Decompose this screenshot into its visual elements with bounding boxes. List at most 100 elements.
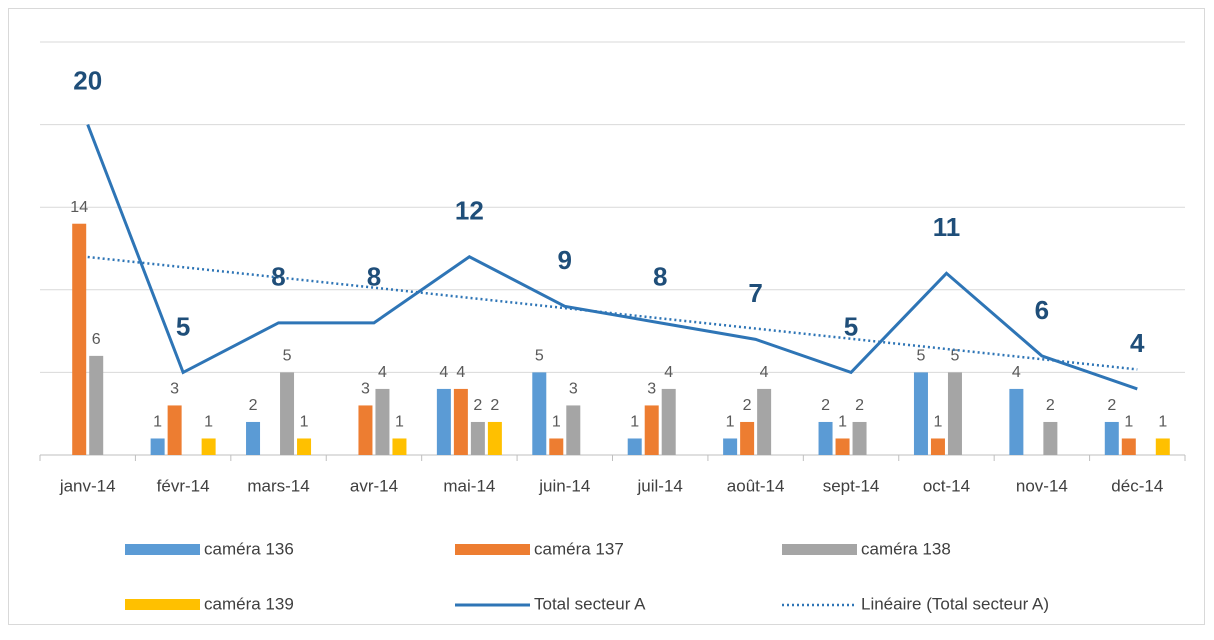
legend-swatch <box>125 544 200 555</box>
bar <box>72 223 87 455</box>
bar <box>549 438 564 455</box>
x-tick-label: avr-14 <box>350 476 398 495</box>
bar <box>1121 438 1136 455</box>
bar <box>947 372 962 455</box>
line-value-label: 4 <box>1130 328 1145 358</box>
trend-line <box>87 255 1138 371</box>
bar <box>723 438 738 455</box>
x-tick-label: janv-14 <box>59 476 116 495</box>
bar <box>852 421 867 455</box>
line-value-label: 7 <box>748 278 762 308</box>
x-tick-label: déc-14 <box>1111 476 1163 495</box>
bar-value-label: 6 <box>92 331 101 348</box>
bar-value-label: 1 <box>1158 414 1167 431</box>
bar <box>818 421 833 455</box>
bar-value-label: 5 <box>951 348 960 365</box>
bar-value-label: 4 <box>378 364 387 381</box>
x-tick-label: nov-14 <box>1016 476 1068 495</box>
x-tick-label: mai-14 <box>443 476 495 495</box>
bar-value-label: 1 <box>552 414 561 431</box>
bar-value-label: 1 <box>204 414 213 431</box>
bar-value-label: 2 <box>743 397 752 414</box>
bar-value-label: 1 <box>300 414 309 431</box>
legend-label: Linéaire (Total secteur A) <box>861 594 1049 613</box>
chart-border <box>8 8 1205 625</box>
bar <box>487 421 502 455</box>
bar-value-label: 1 <box>630 414 639 431</box>
bar-value-label: 1 <box>153 414 162 431</box>
bar <box>201 438 216 455</box>
bar <box>246 421 261 455</box>
bar-value-label: 2 <box>473 397 482 414</box>
bar-value-label: 1 <box>838 414 847 431</box>
bar-value-label: 1 <box>726 414 735 431</box>
line-value-label: 9 <box>558 245 572 275</box>
line-value-label: 5 <box>176 311 190 341</box>
legend-swatch <box>455 544 530 555</box>
bar <box>532 372 547 455</box>
bar <box>375 388 390 455</box>
x-tick-label: oct-14 <box>923 476 970 495</box>
bar-value-label: 2 <box>249 397 258 414</box>
bar-value-label: 4 <box>664 364 673 381</box>
bar-value-label: 3 <box>569 381 578 398</box>
bar <box>358 405 373 455</box>
bar <box>627 438 642 455</box>
bar <box>150 438 165 455</box>
line-value-label: 20 <box>73 65 102 95</box>
bar <box>913 372 928 455</box>
bar <box>470 421 485 455</box>
bar <box>1009 388 1024 455</box>
x-tick-label: sept-14 <box>823 476 880 495</box>
line-value-label: 12 <box>455 196 484 226</box>
x-tick-label: juin-14 <box>538 476 590 495</box>
bar <box>392 438 407 455</box>
x-tick-label: mars-14 <box>247 476 309 495</box>
bar <box>566 405 581 455</box>
bar-value-label: 2 <box>821 397 830 414</box>
bar <box>835 438 850 455</box>
bar <box>89 355 104 455</box>
bar <box>930 438 945 455</box>
bar-value-label: 5 <box>917 348 926 365</box>
bar <box>661 388 676 455</box>
legend-label: caméra 137 <box>534 539 624 558</box>
bar-value-label: 1 <box>934 414 943 431</box>
bar-value-label: 2 <box>1107 397 1116 414</box>
bar-value-label: 5 <box>535 348 544 365</box>
bar-value-label: 1 <box>395 414 404 431</box>
legend-swatch <box>125 599 200 610</box>
bar <box>1043 421 1058 455</box>
bar-value-label: 3 <box>647 381 656 398</box>
bar <box>1104 421 1119 455</box>
bar <box>644 405 659 455</box>
bar-value-label: 2 <box>855 397 864 414</box>
line <box>86 124 1138 391</box>
line-value-label: 5 <box>844 311 858 341</box>
legend-label: caméra 139 <box>204 594 294 613</box>
bar-value-label: 2 <box>1046 397 1055 414</box>
bar <box>453 388 468 455</box>
bar <box>280 372 295 455</box>
x-tick-label: févr-14 <box>157 476 210 495</box>
line-value-label: 8 <box>653 262 667 292</box>
bar-value-label: 4 <box>1012 364 1021 381</box>
bar-value-label: 4 <box>456 364 465 381</box>
bar-value-label: 4 <box>760 364 769 381</box>
line-value-label: 8 <box>367 262 381 292</box>
legend-label: Total secteur A <box>534 594 646 613</box>
line-value-label: 6 <box>1035 295 1049 325</box>
bar <box>740 421 755 455</box>
bar <box>436 388 451 455</box>
legend-label: caméra 136 <box>204 539 294 558</box>
legend-label: caméra 138 <box>861 539 951 558</box>
x-tick-label: juil-14 <box>637 476 683 495</box>
bar <box>297 438 312 455</box>
bar-value-label: 14 <box>70 199 88 216</box>
line-value-label: 8 <box>271 262 285 292</box>
bar <box>757 388 772 455</box>
bar-value-label: 1 <box>1124 414 1133 431</box>
bar-value-label: 5 <box>283 348 292 365</box>
bar <box>1155 438 1170 455</box>
